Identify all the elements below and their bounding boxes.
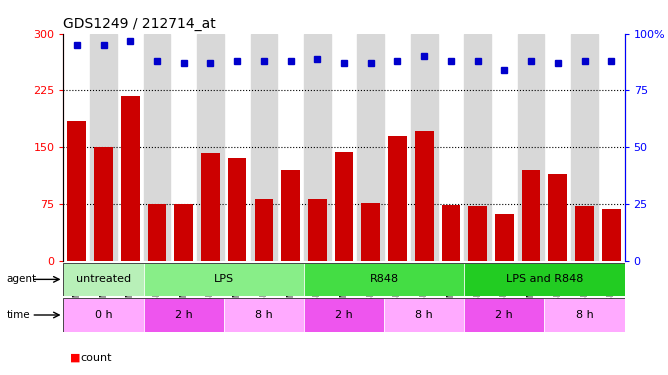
Bar xyxy=(361,203,380,261)
Text: 2 h: 2 h xyxy=(496,310,513,320)
Text: 8 h: 8 h xyxy=(415,310,433,320)
Bar xyxy=(335,153,353,261)
Bar xyxy=(144,34,170,261)
Bar xyxy=(304,262,464,296)
Bar xyxy=(63,298,144,332)
Text: untreated: untreated xyxy=(76,274,131,284)
Bar xyxy=(304,298,384,332)
Bar xyxy=(544,298,625,332)
Bar xyxy=(63,262,144,296)
Bar xyxy=(281,170,300,261)
Bar xyxy=(308,199,327,261)
Bar xyxy=(121,96,140,261)
Bar xyxy=(90,34,117,261)
Bar xyxy=(148,204,166,261)
Text: 8 h: 8 h xyxy=(255,310,273,320)
Bar xyxy=(388,136,407,261)
Text: GDS1249 / 212714_at: GDS1249 / 212714_at xyxy=(63,17,216,32)
Bar xyxy=(468,206,487,261)
Bar xyxy=(575,206,594,261)
Bar xyxy=(518,34,544,261)
Text: LPS: LPS xyxy=(214,274,234,284)
Bar xyxy=(94,147,113,261)
Bar xyxy=(464,298,544,332)
Bar xyxy=(571,34,598,261)
Bar xyxy=(67,121,86,261)
Bar xyxy=(415,130,434,261)
Text: R848: R848 xyxy=(369,274,399,284)
Bar xyxy=(224,298,304,332)
Bar xyxy=(144,298,224,332)
Bar xyxy=(522,170,540,261)
Bar xyxy=(250,34,277,261)
Text: agent: agent xyxy=(7,274,37,284)
Bar xyxy=(228,158,246,261)
Bar xyxy=(255,199,273,261)
Bar xyxy=(464,34,491,261)
Bar xyxy=(197,34,224,261)
Bar xyxy=(464,262,625,296)
Text: 8 h: 8 h xyxy=(576,310,593,320)
Text: 2 h: 2 h xyxy=(335,310,353,320)
Text: 0 h: 0 h xyxy=(95,310,112,320)
Bar xyxy=(201,153,220,261)
Bar xyxy=(442,205,460,261)
Text: ■: ■ xyxy=(70,353,81,363)
Bar xyxy=(548,174,567,261)
Text: count: count xyxy=(80,353,112,363)
Bar xyxy=(602,209,621,261)
Text: LPS and R848: LPS and R848 xyxy=(506,274,583,284)
Text: time: time xyxy=(7,310,30,320)
Bar xyxy=(411,34,438,261)
Bar xyxy=(384,298,464,332)
Bar xyxy=(304,34,331,261)
Bar xyxy=(144,262,304,296)
Text: 2 h: 2 h xyxy=(175,310,192,320)
Bar xyxy=(174,204,193,261)
Bar xyxy=(357,34,384,261)
Bar xyxy=(495,214,514,261)
